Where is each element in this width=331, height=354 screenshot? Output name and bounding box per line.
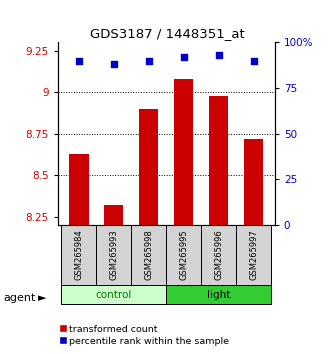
Bar [62, 225, 96, 285]
Text: GSM265995: GSM265995 [179, 229, 188, 280]
Bar [244, 139, 263, 225]
Text: control: control [96, 290, 132, 300]
Legend: transformed count, percentile rank within the sample: transformed count, percentile rank withi… [56, 321, 233, 349]
Bar [174, 79, 193, 225]
Text: agent: agent [3, 293, 36, 303]
Bar [69, 154, 88, 225]
Text: GSM265993: GSM265993 [109, 229, 118, 280]
Text: GSM265998: GSM265998 [144, 229, 153, 280]
Point [251, 58, 257, 64]
Point [181, 54, 186, 60]
Text: GSM265996: GSM265996 [214, 229, 223, 280]
Bar [131, 225, 166, 285]
Bar [201, 225, 236, 285]
Point [146, 58, 152, 64]
Bar [209, 96, 228, 225]
Text: GDS3187 / 1448351_at: GDS3187 / 1448351_at [90, 27, 245, 40]
Bar [166, 225, 201, 285]
Bar [166, 285, 271, 304]
Bar [139, 109, 159, 225]
Text: GSM265997: GSM265997 [249, 229, 258, 280]
Point [111, 62, 117, 67]
Text: light: light [207, 290, 230, 300]
Point [76, 58, 81, 64]
Text: ►: ► [38, 293, 47, 303]
Bar [62, 285, 166, 304]
Point [216, 52, 221, 58]
Bar [96, 225, 131, 285]
Text: GSM265984: GSM265984 [74, 229, 83, 280]
Bar [104, 205, 123, 225]
Bar [236, 225, 271, 285]
